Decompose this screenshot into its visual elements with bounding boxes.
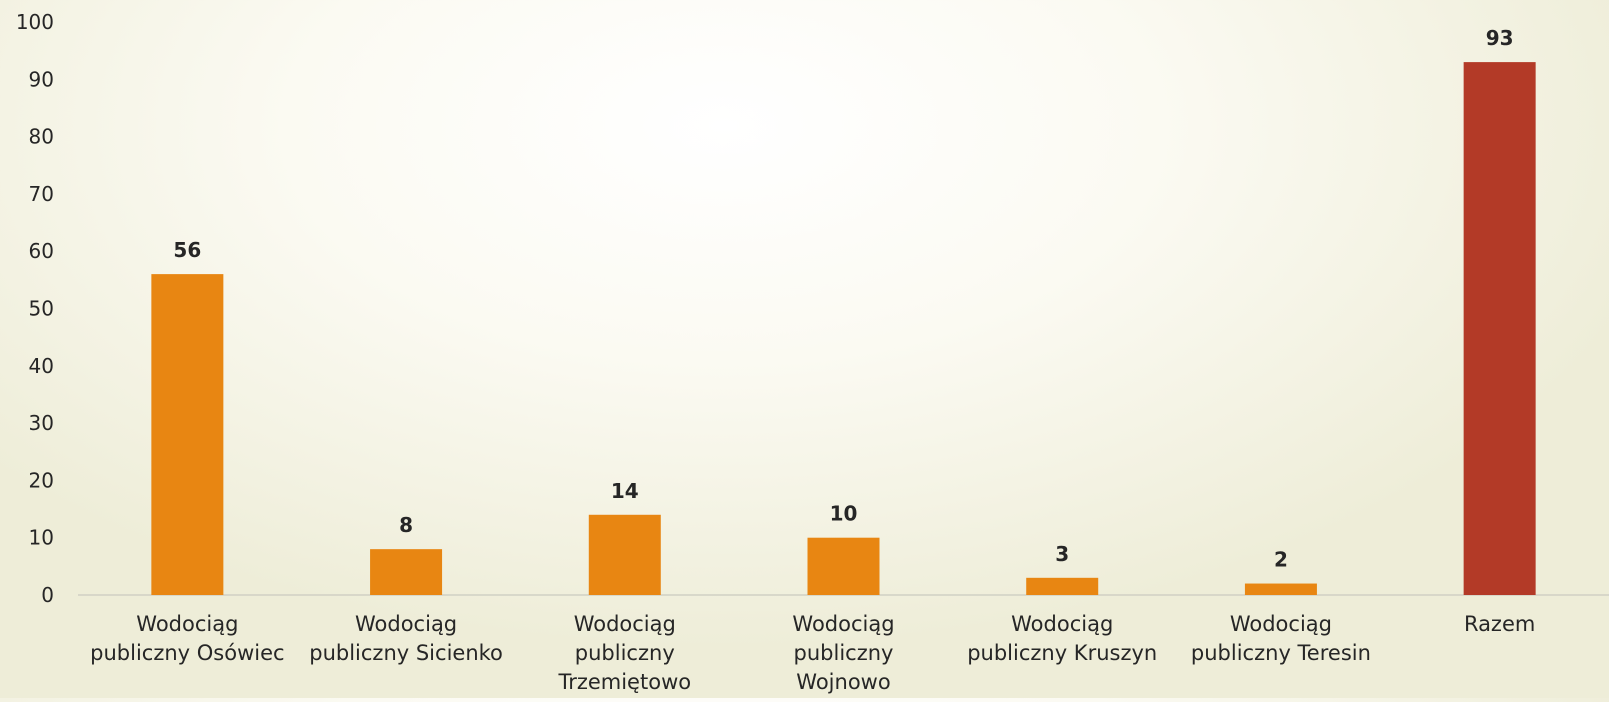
bar — [1463, 62, 1536, 596]
y-tick-label: 70 — [29, 182, 54, 206]
category-label: Wodociąg publiczny Trzemiętowo — [557, 612, 691, 694]
bar — [370, 549, 443, 595]
category-label: Wodociąg publiczny Kruszyn — [967, 612, 1157, 665]
y-tick-label: 40 — [29, 354, 54, 378]
bar — [807, 537, 880, 595]
y-axis-tick-labels: 0 10 20 30 40 50 60 70 80 90 100 — [16, 10, 54, 607]
bar — [1026, 577, 1099, 595]
bar — [1244, 583, 1317, 595]
category-label: Wodociąg publiczny Wojnowo — [792, 612, 894, 694]
y-tick-label: 100 — [16, 10, 54, 34]
y-tick-label: 20 — [29, 468, 54, 492]
data-labels: 56 8 14 10 3 2 93 — [173, 26, 1513, 571]
y-tick-label: 0 — [41, 583, 54, 607]
bars — [151, 62, 1536, 596]
data-label: 3 — [1055, 542, 1069, 566]
category-label: Wodociąg publiczny Osówiec — [90, 612, 284, 665]
y-tick-label: 80 — [29, 125, 54, 149]
data-label: 2 — [1274, 548, 1288, 572]
data-label: 56 — [173, 238, 201, 262]
category-label: Wodociąg publiczny Teresin — [1191, 612, 1371, 665]
data-label: 8 — [399, 513, 413, 537]
data-label: 93 — [1486, 26, 1514, 50]
data-label: 10 — [830, 502, 858, 526]
y-tick-label: 50 — [29, 297, 54, 321]
bar — [151, 274, 224, 595]
data-label: 14 — [611, 479, 639, 503]
y-tick-label: 10 — [29, 526, 54, 550]
y-tick-label: 30 — [29, 411, 54, 435]
category-label: Razem — [1464, 612, 1535, 636]
y-tick-label: 60 — [29, 239, 54, 263]
bar — [588, 514, 661, 595]
category-label: Wodociąg publiczny Sicienko — [309, 612, 503, 665]
category-labels: Wodociąg publiczny Osówiec Wodociąg publicz… — [90, 612, 1535, 694]
y-tick-label: 90 — [29, 67, 54, 91]
